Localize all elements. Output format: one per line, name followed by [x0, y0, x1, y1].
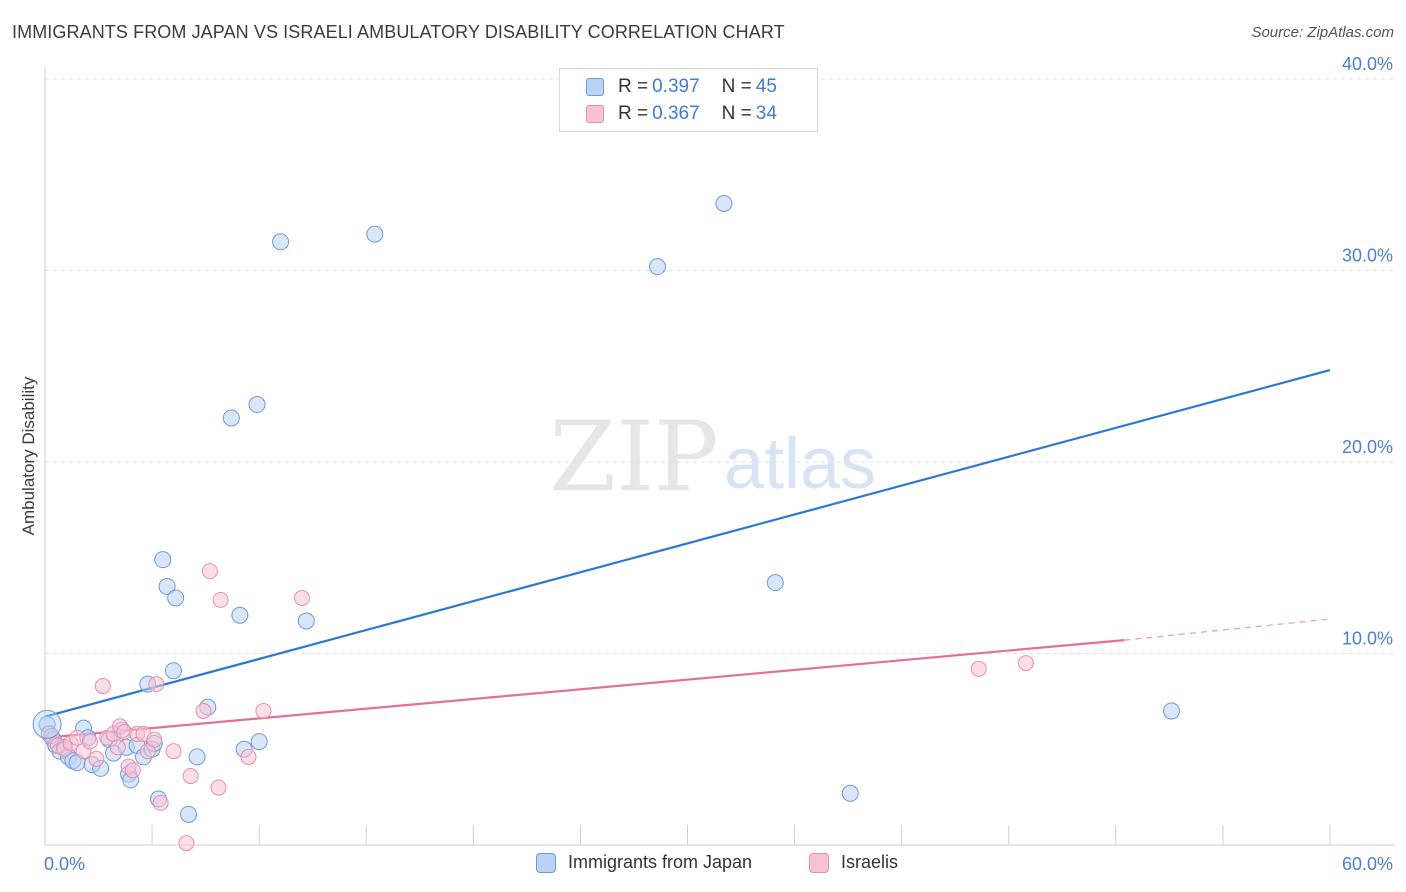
data-point-israelis: [195, 702, 212, 719]
data-point-japan: [250, 733, 268, 751]
stats-legend: R = 0.397 N = 45 R = 0.367 N = 34: [559, 68, 818, 132]
legend-n-label: N =: [721, 103, 752, 124]
data-point-japan: [248, 396, 266, 414]
y-tick-label: 20.0%: [1342, 437, 1393, 457]
scatter-points: [32, 194, 1181, 852]
data-point-israelis: [88, 750, 105, 767]
data-point-japan: [154, 551, 172, 569]
legend-swatch-japan: [536, 852, 556, 873]
data-point-japan: [165, 662, 182, 680]
data-point-japan: [222, 409, 240, 427]
data-point-japan: [649, 258, 667, 276]
gridlines: [45, 78, 1395, 654]
data-point-israelis: [182, 768, 199, 785]
x-tick-label: 60.0%: [1342, 854, 1393, 874]
legend-n-label: N =: [721, 76, 752, 97]
data-point-israelis: [1017, 655, 1034, 672]
data-point-israelis: [210, 779, 227, 796]
data-point-israelis: [152, 794, 169, 811]
legend-r-label: R =: [618, 103, 649, 124]
data-point-japan: [167, 589, 185, 607]
chart-title: IMMIGRANTS FROM JAPAN VS ISRAELI AMBULAT…: [12, 22, 785, 42]
legend-swatch-pink: [586, 105, 604, 123]
y-tick-label: 40.0%: [1342, 54, 1393, 74]
legend-r-value: 0.367: [652, 103, 700, 124]
data-point-israelis: [165, 743, 182, 760]
data-point-japan: [715, 194, 733, 212]
trend-line-israelis-extension: [1124, 618, 1331, 641]
data-point-israelis: [109, 739, 126, 756]
x-tick-label: 0.0%: [44, 854, 85, 874]
y-tick-label: 10.0%: [1342, 629, 1393, 649]
legend-item-israelis[interactable]: Israelis: [809, 852, 898, 873]
data-point-israelis: [81, 733, 98, 750]
series-legend: Immigrants from Japan Israelis: [0, 852, 1406, 878]
data-point-israelis: [201, 563, 218, 580]
data-point-israelis: [240, 748, 257, 765]
watermark-zip: ZIP: [549, 401, 718, 513]
data-point-israelis: [178, 835, 195, 852]
legend-n-value: 34: [755, 103, 777, 124]
trend-line-israelis: [44, 638, 1125, 739]
trend-line-japan: [44, 369, 1331, 718]
data-point-japan: [841, 784, 859, 802]
legend-row-pink: R = 0.367 N = 34: [586, 102, 777, 126]
legend-swatch-blue: [586, 78, 604, 96]
data-point-japan: [158, 577, 176, 595]
legend-r-value: 0.397: [652, 76, 700, 97]
axes: [44, 67, 1395, 846]
data-point-israelis: [146, 731, 163, 748]
data-point-israelis: [124, 762, 141, 779]
data-point-japan: [231, 606, 249, 624]
data-point-israelis: [294, 589, 310, 606]
source-label: Source: ZipAtlas.com: [1251, 24, 1394, 41]
data-point-japan: [188, 748, 206, 766]
trend-lines: [44, 369, 1331, 739]
data-point-japan: [366, 225, 384, 243]
legend-r-label: R =: [618, 76, 649, 97]
legend-label-japan: Immigrants from Japan: [568, 852, 753, 872]
data-point-israelis: [212, 591, 229, 608]
data-point-japan: [1163, 702, 1181, 720]
data-point-japan: [297, 612, 315, 630]
legend-label-israelis: Israelis: [841, 852, 899, 872]
data-point-israelis: [148, 676, 165, 693]
y-tick-label: 30.0%: [1342, 246, 1393, 266]
tick-labels: 10.0% 20.0% 30.0% 40.0% 0.0% 60.0%: [44, 54, 1393, 874]
data-point-japan: [272, 233, 290, 251]
legend-item-japan[interactable]: Immigrants from Japan: [536, 852, 752, 873]
watermark-atlas: atlas: [724, 424, 876, 504]
data-point-japan: [179, 805, 197, 823]
data-point-israelis: [255, 702, 272, 719]
data-point-israelis: [970, 660, 987, 677]
legend-swatch-israelis: [809, 852, 829, 873]
legend-row-blue: R = 0.397 N = 45: [586, 75, 777, 99]
data-point-israelis: [94, 678, 111, 695]
y-axis-label: Ambulatory Disability: [19, 376, 38, 535]
legend-n-value: 45: [755, 76, 777, 97]
data-point-japan: [766, 574, 784, 592]
data-point-japan: [32, 709, 62, 739]
